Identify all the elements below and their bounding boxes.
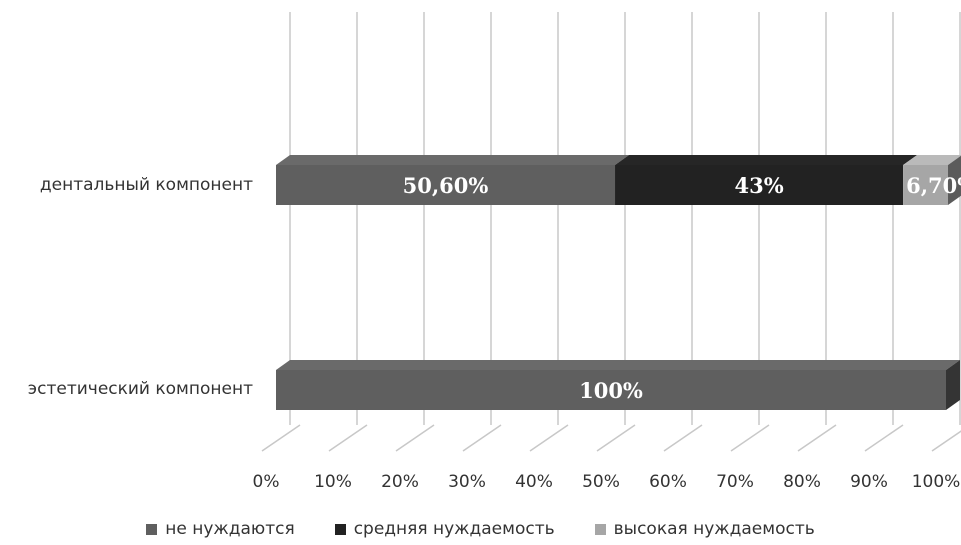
x-tick-label-0: 0%: [253, 472, 280, 492]
x-tick-label-6: 60%: [649, 472, 687, 492]
legend-item-high-need: высокая нуждаемость: [594, 519, 815, 539]
x-tick-label-10: 100%: [912, 472, 961, 492]
floor-line-8: [797, 424, 837, 452]
bar-segment-0-0: [276, 155, 630, 205]
floor-line-10: [931, 430, 961, 452]
floor-line-9: [864, 424, 904, 452]
floor-line-2: [395, 424, 435, 452]
bar-front-face: [903, 165, 949, 205]
floor-line-7: [730, 424, 770, 452]
data-label-0-1: 43%: [734, 173, 783, 198]
bar-top-face: [903, 155, 961, 165]
bar-segment-1-0: [276, 360, 960, 410]
bar-segment-0-2: [903, 155, 961, 205]
legend-item-medium-need: средняя нуждаемость: [334, 519, 555, 539]
bar-side-face-0: [948, 155, 961, 205]
x-tick-label-9: 90%: [850, 472, 888, 492]
bar-top-face: [276, 155, 630, 165]
x-tick-label-1: 10%: [314, 472, 352, 492]
x-tick-label-7: 70%: [716, 472, 754, 492]
legend-item-not-needed: не нуждаются: [146, 519, 295, 539]
legend-swatch-high-need: [594, 523, 606, 535]
bar-front-face: [276, 165, 616, 205]
x-tick-label-5: 50%: [582, 472, 620, 492]
bar-front-face: [615, 165, 904, 205]
floor-line-1: [328, 424, 368, 452]
data-label-1-0: 100%: [579, 378, 643, 403]
x-axis-tick-labels: 0% 10% 20% 30% 40% 50% 60% 70% 80% 90% 100%: [253, 472, 961, 492]
floor-line-4: [529, 424, 569, 452]
bar-front-face: [276, 370, 946, 410]
data-label-0-0: 50,60%: [403, 173, 489, 198]
bar-side-face-1: [946, 360, 960, 410]
floor-line-3: [462, 424, 502, 452]
category-labels: дентальный компонент эстетический компон…: [28, 175, 253, 399]
legend: не нуждаются средняя нуждаемость высокая…: [0, 516, 961, 542]
legend-label-not-needed: не нуждаются: [165, 519, 295, 539]
floor-line-6: [663, 424, 703, 452]
legend-swatch-not-needed: [146, 523, 158, 535]
grid-lines: [261, 12, 961, 452]
bar-top-face: [615, 155, 918, 165]
floor-line-5: [596, 424, 636, 452]
bar-segment-0-1: [615, 155, 918, 205]
legend-label-high-need: высокая нуждаемость: [613, 519, 815, 539]
bars: 50,60% 43% 6,70% 100%: [276, 155, 961, 410]
x-tick-label-8: 80%: [783, 472, 821, 492]
data-label-0-2: 6,70%: [906, 173, 961, 198]
legend-label-medium-need: средняя нуждаемость: [353, 519, 555, 539]
x-tick-label-2: 20%: [381, 472, 419, 492]
x-tick-label-4: 40%: [515, 472, 553, 492]
bar-top-face: [276, 360, 960, 370]
legend-swatch-medium-need: [334, 523, 346, 535]
floor-line-0: [261, 424, 301, 452]
category-label-aesthetic: эстетический компонент: [28, 379, 253, 399]
x-tick-label-3: 30%: [448, 472, 486, 492]
category-label-dental: дентальный компонент: [40, 175, 253, 195]
